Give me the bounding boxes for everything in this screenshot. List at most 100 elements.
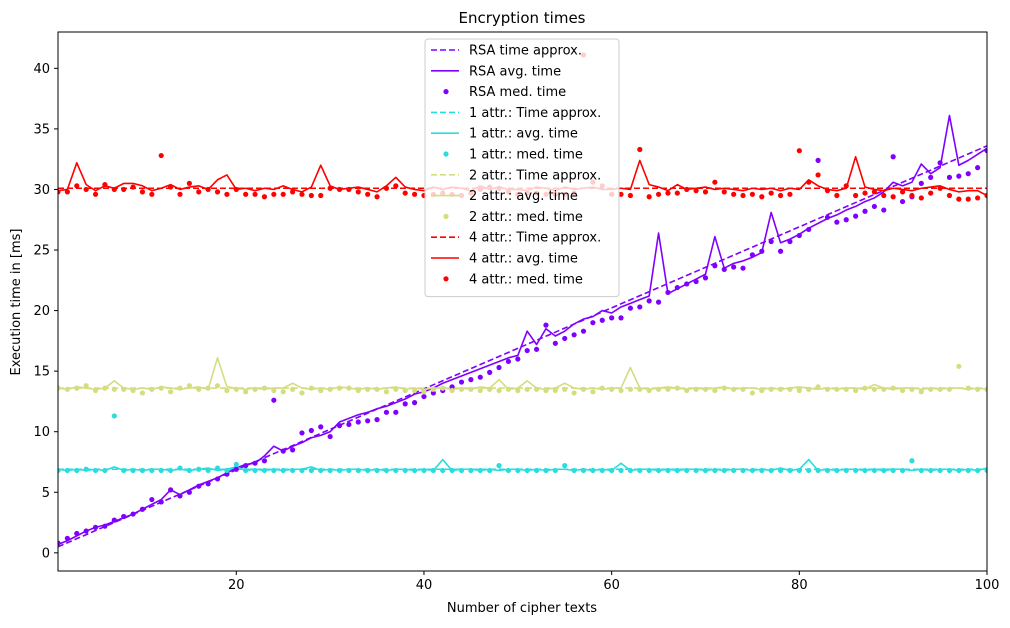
y-tick-label: 40 [33, 62, 50, 77]
y-tick-label: 5 [42, 486, 50, 501]
4-attr-med-time-point [965, 196, 971, 202]
2-attr-time-approx-legend-label: 2 attr.: Time approx. [469, 168, 601, 183]
rsa-med-time-point [318, 424, 324, 430]
rsa-med-time-markers [58, 148, 987, 546]
1-attr-med-time-point [74, 467, 80, 474]
rsa-time-approx-legend-label: RSA time approx. [469, 44, 582, 59]
chart-title: Encryption times [458, 9, 585, 27]
4-attr-med-time-point [637, 146, 643, 153]
4-attr-med-time-point [252, 191, 258, 197]
2-attr-med-time-point [196, 386, 202, 392]
2-attr-med-time-point [505, 386, 512, 392]
1-attr-avg-time-legend-label: 1 attr.: avg. time [469, 127, 578, 142]
rsa-med-time-point [740, 265, 746, 271]
2-attr-med-time-point [515, 387, 521, 394]
4-attr-med-time-point [299, 191, 305, 197]
4-attr-med-time-point [177, 191, 183, 197]
2-attr-med-time-point [609, 386, 615, 392]
1-attr-med-time-point [121, 467, 127, 474]
2-attr-med-time-point [261, 385, 268, 391]
1-attr-med-time-point [646, 467, 652, 474]
rsa-med-time-point [674, 284, 680, 291]
2-attr-med-time-point [815, 384, 821, 390]
rsa-med-time-point [552, 340, 558, 346]
4-attr-med-time-point [674, 190, 680, 196]
rsa-med-time-point [214, 476, 221, 482]
4-attr-med-time-point [130, 184, 136, 190]
rsa-med-time-point [787, 238, 793, 245]
rsa-med-time-point [693, 278, 699, 285]
y-tick-label: 20 [33, 304, 50, 319]
4-attr-med-time-point [787, 191, 793, 197]
2-attr-med-time-point [74, 385, 80, 391]
4-attr-med-time-point [740, 192, 746, 199]
rsa-med-time-point [64, 535, 70, 541]
1-attr-med-time-point [928, 467, 934, 474]
4-attr-med-time-point [946, 192, 953, 199]
4-attr-med-time-point [655, 191, 662, 197]
1-attr-med-time-point [768, 467, 774, 474]
1-attr-med-time-point [702, 467, 709, 474]
2-attr-med-time-point [834, 386, 840, 392]
rsa-med-time-point [881, 207, 887, 213]
1-attr-med-time-point [815, 467, 821, 474]
2-attr-med-time-point [533, 386, 540, 392]
1-attr-med-time-point [637, 467, 643, 474]
2-attr-med-time-point [862, 385, 868, 391]
2-attr-med-time-point [580, 386, 587, 392]
1-attr-med-time-point [609, 467, 615, 474]
4-attr-med-time-point [355, 189, 361, 195]
4-attr-med-time-point [937, 185, 943, 191]
1-attr-med-time-point [543, 467, 549, 474]
1-attr-med-time-point [834, 467, 840, 474]
4-attr-med-time-point [336, 186, 343, 193]
2-attr-med-time-point [890, 385, 896, 391]
rsa-med-time-point [956, 173, 962, 179]
2-attr-med-time-point [224, 387, 230, 394]
1-attr-med-time-point [571, 467, 577, 474]
4-attr-avg-time-legend-label: 4 attr.: avg. time [469, 252, 578, 267]
x-axis-label: Number of cipher texts [447, 601, 597, 616]
1-attr-med-time-point [271, 467, 277, 474]
rsa-med-time-point [853, 213, 859, 219]
2-attr-med-time-point [806, 386, 812, 392]
2-attr-med-time-point [92, 387, 99, 394]
2-attr-med-time-point [271, 387, 277, 394]
2-attr-med-time-point [646, 387, 652, 394]
1-attr-med-time-point [496, 463, 502, 469]
x-tick-label: 60 [603, 578, 620, 593]
2-attr-med-time-point [205, 385, 211, 391]
1-attr-avg-time-line [58, 458, 987, 472]
2-attr-med-time-point [562, 386, 568, 392]
rsa-med-time-point [121, 513, 127, 520]
2-attr-med-time-point [787, 386, 793, 392]
1-attr-med-time-point [984, 467, 987, 474]
2-attr-med-time-point [440, 385, 446, 391]
4-attr-med-time-point [261, 194, 268, 200]
2-attr-med-time-point [355, 387, 361, 394]
4-attr-med-time-point [684, 186, 690, 193]
1-attr-med-time-point [515, 467, 521, 474]
rsa-med-time-point [796, 232, 802, 239]
rsa-med-time-point [702, 275, 709, 281]
1-attr-med-time-point [674, 467, 680, 474]
1-attr-med-time-point [130, 467, 136, 474]
rsa-med-time-point [984, 148, 987, 154]
4-attr-med-time-point [271, 191, 277, 197]
1-attr-med-time-point [243, 467, 249, 474]
2-attr-med-time-point [965, 385, 971, 391]
4-attr-med-time-point [777, 192, 784, 199]
1-attr-med-time-point [261, 467, 268, 474]
rsa-med-time-point [402, 401, 408, 407]
rsa-med-time-point [468, 377, 474, 383]
2-attr-med-time-point [871, 386, 877, 392]
rsa-med-time-point [458, 379, 465, 385]
1-attr-med-time-point [158, 467, 164, 474]
rsa-med-time-point [505, 358, 512, 365]
4-attr-med-time-point [768, 190, 774, 196]
rsa-med-time-point [365, 418, 371, 424]
1-attr-med-time-point [862, 467, 868, 474]
rsa-med-time-point [355, 419, 361, 425]
rsa-med-time-point [92, 524, 99, 531]
1-attr-med-time-point [102, 467, 108, 474]
